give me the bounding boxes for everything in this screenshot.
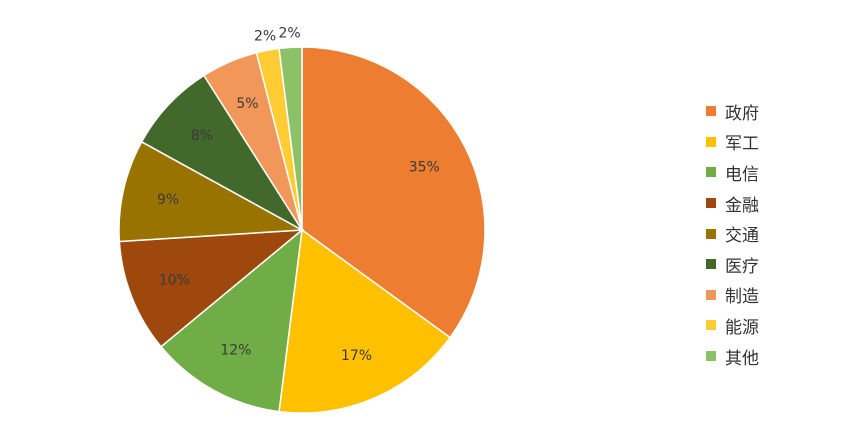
pie-slice-3 [159,228,303,413]
legend-swatch [706,351,716,362]
legend-item: 电信 [706,157,759,188]
legend-item: 政府 [706,96,759,127]
pie-slice-5 [118,140,305,243]
slice-label-1: 35% [409,160,440,176]
slice-label-2: 17% [341,348,372,364]
legend-label: 其他 [725,348,759,369]
legend-item: 制造 [706,280,759,311]
slice-label-9: 2% [279,25,301,41]
legend-swatch [706,106,716,117]
legend-swatch [706,136,716,147]
legend-label: 制造 [725,287,759,308]
legend-swatch [706,289,716,300]
slice-label-8: 2% [254,28,276,44]
legend-label: 政府 [725,103,759,124]
slice-label-5: 9% [157,192,179,208]
legend-item: 交通 [706,218,759,249]
pie-slice-1 [301,46,486,339]
legend-label: 军工 [725,134,759,155]
legend-item: 能源 [706,310,759,341]
pie-slice-6 [140,74,303,231]
slice-label-3: 12% [220,342,251,358]
legend: 政府军工电信金融交通医疗制造能源其他 [706,96,759,371]
legend-label: 金融 [725,195,759,216]
slice-label-6: 8% [191,128,213,144]
legend-label: 能源 [725,317,759,338]
legend-item: 军工 [706,127,759,158]
legend-item: 医疗 [706,249,759,280]
legend-swatch [706,198,716,209]
legend-label: 医疗 [725,256,759,277]
legend-item: 金融 [706,188,759,219]
slice-label-7: 5% [236,96,258,112]
legend-label: 交通 [725,226,759,247]
legend-label: 电信 [725,164,759,185]
slice-label-4: 10% [159,273,190,289]
pie-slice-2 [278,228,452,414]
legend-swatch [706,167,716,178]
legend-item: 其他 [706,341,759,372]
pie-slice-9 [278,46,303,231]
pie-slice-4 [118,229,305,348]
legend-swatch [706,228,716,239]
legend-swatch [706,259,716,270]
legend-swatch [706,320,716,331]
